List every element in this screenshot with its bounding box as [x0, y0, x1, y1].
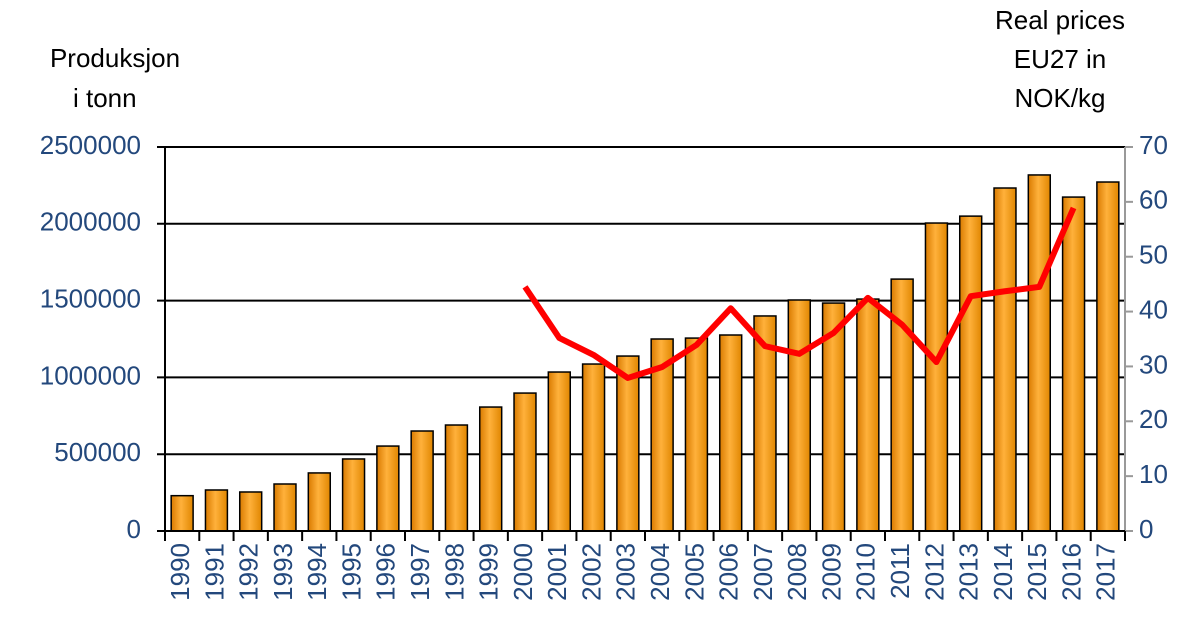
x-tick-label: 1999	[474, 543, 504, 601]
bar	[787, 299, 812, 532]
bar	[307, 472, 332, 532]
y2-tick-label: 60	[1139, 185, 1168, 215]
x-tick-label: 2013	[954, 543, 984, 601]
bar	[993, 187, 1017, 532]
bar	[856, 298, 880, 532]
y2-axis-title: Real prices	[995, 5, 1125, 35]
x-tick-label: 2017	[1091, 543, 1121, 601]
x-tick-label: 1991	[199, 543, 229, 601]
price-line	[522, 206, 1077, 381]
bar	[581, 363, 606, 532]
y2-tick-label: 10	[1139, 459, 1168, 489]
x-tick-label: 1997	[405, 543, 435, 601]
bar	[684, 337, 709, 532]
x-tick-label: 2000	[508, 543, 538, 601]
bar	[958, 215, 983, 532]
y2-tick-label: 70	[1139, 130, 1168, 160]
y-tick-label: 2500000	[40, 130, 141, 160]
x-tick-label: 2004	[645, 543, 675, 601]
y2-tick-label: 50	[1139, 240, 1168, 270]
x-tick-label: 1996	[371, 543, 401, 601]
bar	[341, 458, 366, 532]
y2-tick-label: 40	[1139, 294, 1168, 324]
bar	[513, 392, 537, 532]
bar	[616, 355, 640, 532]
y2-axis-title: NOK/kg	[1014, 83, 1105, 113]
y2-tick-label: 20	[1139, 404, 1168, 434]
x-tick-label: 1993	[268, 543, 298, 601]
bar	[170, 494, 194, 532]
x-tick-label: 1998	[439, 543, 469, 601]
x-tick-label: 2001	[542, 543, 572, 601]
bar	[238, 491, 263, 532]
bar	[410, 430, 434, 532]
x-tick-label: 1990	[165, 543, 195, 601]
bar	[444, 424, 469, 532]
x-tick-label: 2005	[679, 543, 709, 601]
y-tick-label: 500000	[54, 437, 141, 467]
x-tick-label: 2009	[816, 543, 846, 601]
x-tick-label: 2006	[714, 543, 744, 601]
x-tick-label: 2002	[576, 543, 606, 601]
x-tick-label: 2003	[611, 543, 641, 601]
bar	[924, 222, 949, 532]
bar	[376, 445, 400, 532]
y-tick-label: 1000000	[40, 360, 141, 390]
bar	[547, 371, 572, 532]
x-tick-label: 2014	[988, 543, 1018, 601]
x-tick-label: 2016	[1056, 543, 1086, 601]
y2-tick-label: 0	[1139, 514, 1153, 544]
bar	[273, 483, 297, 532]
y2-axis-title: EU27 in	[1014, 44, 1107, 74]
y-tick-label: 1500000	[40, 283, 141, 313]
y2-tick-label: 30	[1139, 349, 1168, 379]
y-axis-title: Produksjon	[50, 43, 180, 73]
x-tick-label: 2008	[782, 543, 812, 601]
x-tick-label: 1994	[302, 543, 332, 601]
bar	[1027, 174, 1052, 532]
bar	[718, 334, 743, 532]
x-tick-label: 2010	[851, 543, 881, 601]
x-tick-label: 1995	[336, 543, 366, 601]
y-tick-label: 2000000	[40, 207, 141, 237]
x-tick-label: 2012	[919, 543, 949, 601]
bar	[204, 489, 229, 532]
bar	[1061, 196, 1086, 532]
x-tick-label: 2015	[1022, 543, 1052, 601]
bar	[1096, 181, 1120, 532]
x-tick-label: 2007	[748, 543, 778, 601]
x-tick-label: 2011	[885, 543, 915, 599]
y-axis-title: i tonn	[73, 83, 137, 113]
x-tick-label: 1992	[234, 543, 264, 601]
y-tick-label: 0	[127, 514, 141, 544]
bar	[478, 406, 503, 532]
